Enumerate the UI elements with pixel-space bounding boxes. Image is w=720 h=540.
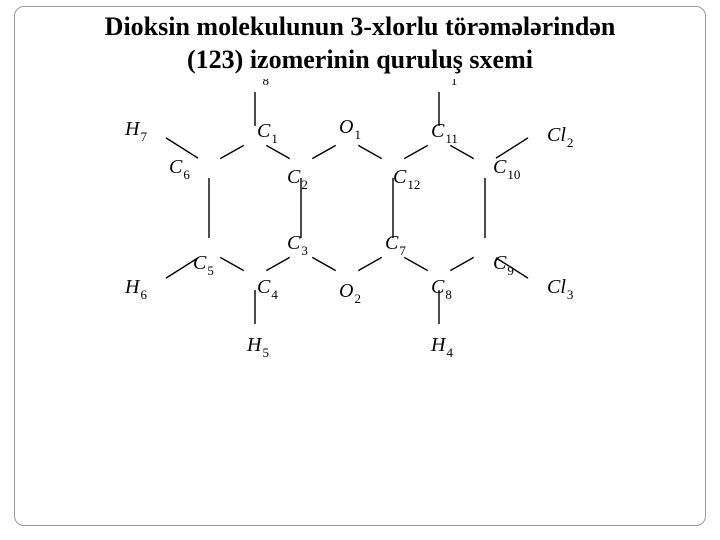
bond [266,257,289,270]
molecule-diagram: C1 C2 C3 C4 C5 C6 O1 O2 C12 C11 C10 C9 C8 C7 H8 H7 H6 H5 H… [15,79,707,379]
bond [220,145,243,158]
atom-label-C5: C5 [193,252,214,278]
content-card: Dioksin molekulunun 3-xlorlu törəmələrin… [14,6,706,526]
atom-label-H8: H8 [246,79,269,88]
atom-label-C10: C10 [493,156,520,182]
atom-label-O2: O2 [339,280,361,306]
atom-label-Cl2: Cl2 [547,124,573,150]
bond [450,257,473,270]
bond [312,257,335,270]
atom-label-Cl1: Cl1 [431,79,457,88]
atom-label-H7: H7 [124,118,147,144]
atom-label-C7: C7 [385,232,406,258]
atom-label-H4: H4 [430,334,453,360]
bond [220,257,243,270]
bond [312,145,335,158]
atom-label-C1: C1 [257,120,278,146]
atom-label-O1: O1 [339,116,361,142]
bond [404,257,427,270]
bond [358,145,381,158]
atom-label-C2: C2 [287,166,308,192]
atom-label-C11: C11 [431,120,458,146]
atom-label-C12: C12 [393,166,420,192]
atom-label-H5: H5 [246,334,269,360]
bond [358,257,381,270]
page-title: Dioksin molekulunun 3-xlorlu törəmələrin… [15,11,705,76]
title-line-1: Dioksin molekulunun 3-xlorlu törəmələrin… [105,12,616,41]
bond [450,145,473,158]
atom-label-H6: H6 [124,276,147,302]
atom-label-C4: C4 [257,276,278,302]
atom-label-C8: C8 [431,276,452,302]
bond [266,145,289,158]
atom-label-C3: C3 [287,232,308,258]
atom-label-C9: C9 [493,252,514,278]
atom-label-C6: C6 [169,156,190,182]
bond [404,145,427,158]
atom-label-Cl3: Cl3 [547,276,573,302]
title-line-2: (123) izomerinin quruluş sxemi [15,44,705,77]
